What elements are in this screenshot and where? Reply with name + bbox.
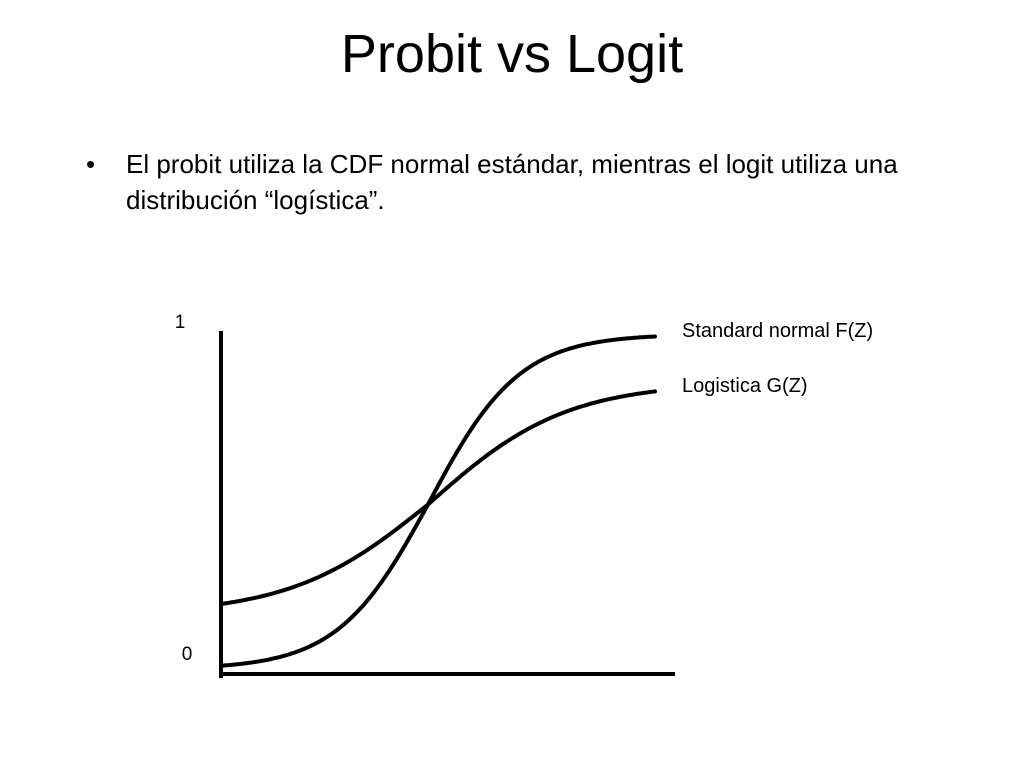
bullet-list: • El probit utiliza la CDF normal estánd…: [86, 146, 946, 218]
bullet-marker: •: [86, 149, 96, 179]
logistic-curve: [219, 389, 657, 606]
standard-normal-curve: [219, 334, 657, 668]
bullet-text: El probit utiliza la CDF normal estándar…: [126, 149, 898, 215]
legend-label-logistic: Logistica G(Z): [682, 375, 808, 397]
legend-label-standard-normal: Standard normal F(Z): [682, 320, 873, 342]
y-tick-label-top: 1: [175, 312, 186, 333]
slide-title: Probit vs Logit: [340, 24, 684, 84]
y-tick-label-bottom: 0: [182, 644, 193, 665]
bullet-item: • El probit utiliza la CDF normal estánd…: [86, 146, 946, 218]
